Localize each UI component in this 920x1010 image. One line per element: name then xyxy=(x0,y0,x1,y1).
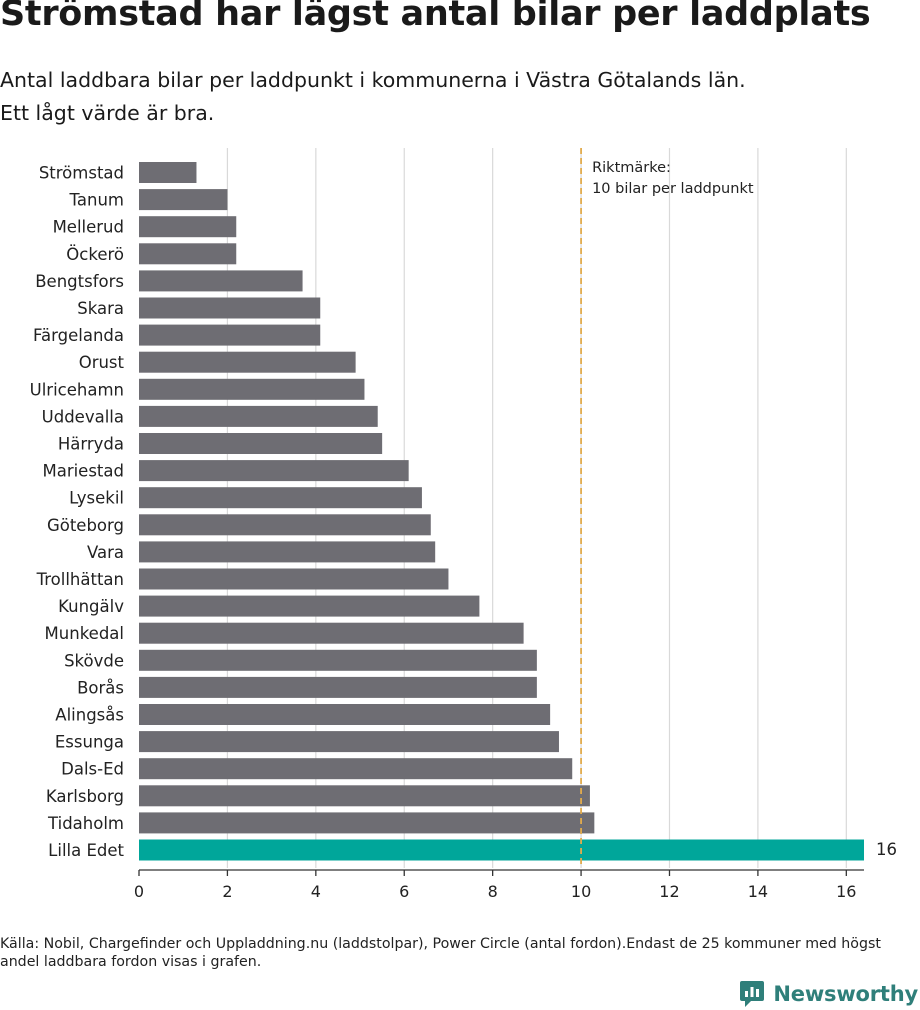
x-tick-label: 10 xyxy=(571,882,591,901)
bar xyxy=(139,270,303,292)
bar xyxy=(139,812,595,834)
bar xyxy=(139,731,559,753)
category-label: Karlsborg xyxy=(46,787,124,806)
category-label: Färgelanda xyxy=(33,326,124,345)
source-note: Källa: Nobil, Chargefinder och Uppladdni… xyxy=(0,936,881,970)
x-tick-label: 6 xyxy=(399,882,409,901)
bar xyxy=(139,324,321,346)
category-label: Lysekil xyxy=(69,489,124,508)
category-label: Strömstad xyxy=(39,164,124,183)
bar xyxy=(139,541,436,563)
category-label: Tanum xyxy=(69,191,124,210)
bar xyxy=(139,514,431,536)
category-label: Bengtsfors xyxy=(35,272,124,291)
category-label: Härryda xyxy=(58,435,124,454)
category-label: Öckerö xyxy=(66,245,124,264)
x-tick-label: 4 xyxy=(311,882,321,901)
category-label: Lilla Edet xyxy=(48,841,124,860)
subtitle-line-2: Ett lågt värde är bra. xyxy=(0,101,215,125)
newsworthy-logo-text: Newsworthy xyxy=(773,982,918,1006)
bar xyxy=(139,595,480,617)
bar xyxy=(139,351,356,373)
category-label: Uddevalla xyxy=(42,407,124,426)
bar xyxy=(139,622,524,644)
bar xyxy=(139,758,573,780)
bar xyxy=(139,189,228,211)
x-tick-label: 16 xyxy=(836,882,856,901)
bar xyxy=(139,162,197,183)
category-label: Munkedal xyxy=(45,624,124,643)
category-label: Vara xyxy=(87,543,124,562)
category-label: Orust xyxy=(79,353,125,372)
newsworthy-logo-icon xyxy=(740,981,765,1007)
bar-highlight xyxy=(139,839,864,861)
bar xyxy=(139,487,422,509)
x-tick-label: 2 xyxy=(222,882,232,901)
category-label: Skara xyxy=(77,299,124,318)
bar xyxy=(139,433,383,454)
x-tick-label: 8 xyxy=(488,882,498,901)
category-label: Alingsås xyxy=(55,706,124,725)
bar xyxy=(139,460,409,482)
bar xyxy=(139,405,378,427)
x-tick-label: 14 xyxy=(748,882,768,901)
subtitle-line-1: Antal laddbara bilar per laddpunkt i kom… xyxy=(0,68,746,92)
category-label: Kungälv xyxy=(58,597,124,616)
category-label: Skövde xyxy=(64,651,124,670)
bar xyxy=(139,649,537,671)
chart-subtitle: Antal laddbara bilar per laddpunkt i kom… xyxy=(0,64,900,130)
reference-label-line-1: Riktmärke: xyxy=(592,160,671,176)
bar xyxy=(139,676,537,698)
category-label: Mariestad xyxy=(42,462,124,481)
bar xyxy=(139,216,237,238)
reference-label-line-2: 10 bilar per laddpunkt xyxy=(592,181,754,197)
category-label: Trollhättan xyxy=(36,570,124,589)
newsworthy-logo: Newsworthy xyxy=(739,979,918,1009)
bar xyxy=(139,243,237,265)
bar xyxy=(139,378,365,400)
bar-chart: Strömstad Tanum Mellerud Öckerö Bengtsfors Sk… xyxy=(30,148,897,901)
x-tick-label: 12 xyxy=(659,882,679,901)
bar xyxy=(139,785,590,807)
category-label: Essunga xyxy=(55,733,124,752)
x-tick-label: 0 xyxy=(134,882,144,901)
category-label: Mellerud xyxy=(53,218,124,237)
bar xyxy=(139,297,321,319)
value-label-highlight: 16 xyxy=(876,840,897,859)
bar xyxy=(139,704,551,725)
category-label: Göteborg xyxy=(47,516,124,535)
category-label: Dals-Ed xyxy=(61,760,124,779)
category-label: Ulricehamn xyxy=(30,380,124,399)
chart-title: Strömstad har lägst antal bilar per ladd… xyxy=(0,0,871,34)
category-label: Borås xyxy=(77,678,124,697)
bar xyxy=(139,568,449,590)
category-label: Tidaholm xyxy=(47,814,124,833)
